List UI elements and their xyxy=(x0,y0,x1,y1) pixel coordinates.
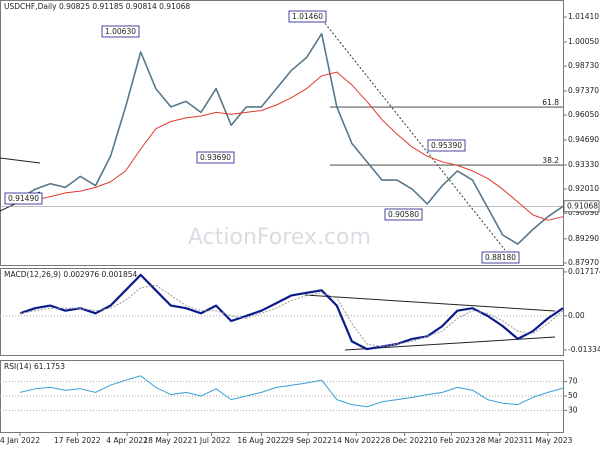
x-tick-label: 17 Feb 2022 xyxy=(54,436,101,445)
price-annotation-box xyxy=(196,151,235,164)
series-line xyxy=(19,375,564,408)
price-annotation-box xyxy=(427,139,466,152)
y-tick-label: 50 xyxy=(568,391,578,400)
y-tick-label: -0.01334 xyxy=(568,345,600,354)
fib-label: 38.2 xyxy=(542,156,559,165)
macd-title: MACD(12,26,9) 0.002976 0.001854 xyxy=(4,270,138,279)
x-tick-label: 18 May 2022 xyxy=(143,436,192,445)
price-annotation: 1.00630 xyxy=(105,27,136,36)
price-annotation: 0.90580 xyxy=(388,210,419,219)
x-tick-label: 11 May 2023 xyxy=(523,436,572,445)
price-annotation: 0.95390 xyxy=(431,141,462,150)
x-tick-label: 4 Apr 2022 xyxy=(106,436,148,445)
price-annotation: 0.88180 xyxy=(485,253,516,262)
y-tick-label: 0.90690 xyxy=(568,208,599,217)
x-tick-label: 16 Aug 2022 xyxy=(237,436,285,445)
last-price-box xyxy=(563,200,600,213)
x-tick-label: 28 Mar 2023 xyxy=(476,436,524,445)
y-tick-label: 0.93330 xyxy=(568,160,599,169)
watermark: ActionForex.com xyxy=(188,225,371,250)
y-tick-label: 0.96050 xyxy=(568,110,599,119)
price-annotation-box xyxy=(384,208,423,221)
triangle-line xyxy=(304,294,556,312)
y-tick-label: 0.97370 xyxy=(568,86,599,95)
x-tick-label: 1 Jul 2022 xyxy=(193,436,231,445)
macd-panel xyxy=(0,268,564,356)
series-line xyxy=(19,32,564,245)
y-tick-label: 70 xyxy=(568,377,578,386)
y-tick-label: 0.89290 xyxy=(568,234,599,243)
series-line xyxy=(19,273,564,351)
x-tick-label: 14 Nov 2022 xyxy=(332,436,380,445)
y-tick-label: 0.94690 xyxy=(568,135,599,144)
series-line xyxy=(20,284,564,348)
y-tick-label: 0.98730 xyxy=(568,61,599,70)
last-price-label: 0.91068 xyxy=(567,201,598,210)
price-annotation-box xyxy=(481,251,520,264)
chart-title: USDCHF,Daily 0.90825 0.91185 0.90814 0.9… xyxy=(4,2,190,11)
y-tick-label: 0.92010 xyxy=(568,184,599,193)
series-line xyxy=(19,71,564,221)
x-tick-label: 10 Feb 2023 xyxy=(428,436,475,445)
y-tick-label: 1.00050 xyxy=(568,37,599,46)
y-tick-label: 30 xyxy=(568,405,578,414)
main-panel xyxy=(0,0,564,266)
price-annotation-box xyxy=(101,25,140,38)
y-tick-label: 0.017174 xyxy=(568,267,600,276)
trend-line xyxy=(319,16,506,251)
price-annotation: 0.91490 xyxy=(8,194,39,203)
price-annotation: 0.93690 xyxy=(200,153,231,162)
rsi-title: RSI(14) 61.1753 xyxy=(4,362,65,371)
x-tick-label: 29 Sep 2022 xyxy=(284,436,332,445)
x-tick-label: 4 Jan 2022 xyxy=(0,436,40,445)
x-tick-label: 28 Dec 2022 xyxy=(381,436,429,445)
y-tick-label: 0.00 xyxy=(568,311,585,320)
y-tick-label: 1.01410 xyxy=(568,12,599,21)
fib-label: 61.8 xyxy=(542,98,559,107)
triangle-line xyxy=(0,157,41,164)
price-annotation-box xyxy=(288,10,327,23)
price-annotation-box xyxy=(4,192,43,205)
price-annotation: 1.01460 xyxy=(292,12,323,21)
y-tick-label: 0.87970 xyxy=(568,258,599,267)
